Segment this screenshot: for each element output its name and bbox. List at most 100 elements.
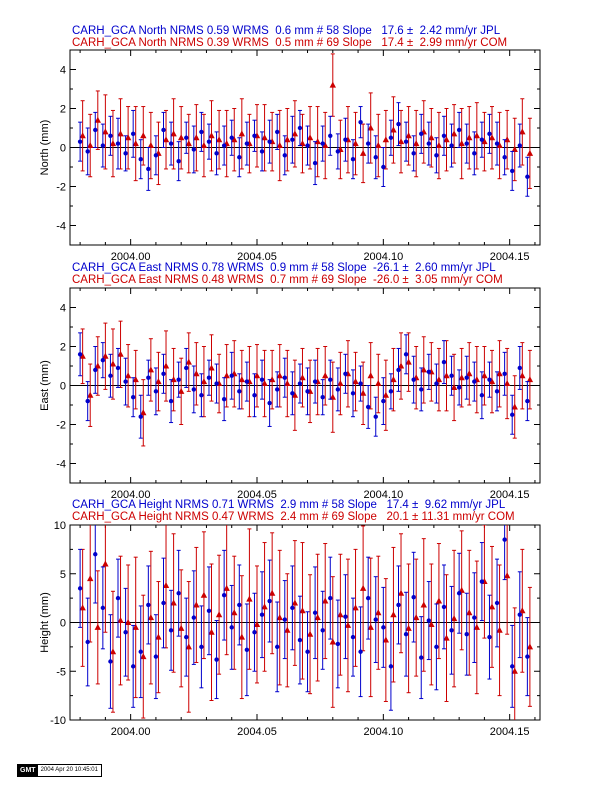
jpl-point	[525, 174, 530, 179]
com-point	[488, 378, 496, 385]
jpl-point	[365, 595, 371, 601]
chart-panel-0: -4 -2 0 2 4 2004.00 2004.05 2004.10 2004.15 North…	[39, 49, 541, 263]
com-point	[306, 134, 314, 141]
com-point	[117, 350, 124, 357]
data-layer	[77, 320, 534, 447]
com-point	[390, 126, 397, 133]
com-point	[200, 142, 208, 149]
com-point	[223, 584, 230, 591]
jpl-point	[206, 608, 212, 613]
com-point	[170, 130, 177, 137]
jpl-point	[252, 630, 257, 635]
jpl-point	[290, 605, 295, 611]
east-header-jpl: CARH_GCA East NRMS 0.78 WRMS 0.9 mm # 58…	[72, 262, 496, 274]
com-point	[140, 653, 147, 660]
com-point	[519, 607, 526, 614]
y-axis-label: Height (mm)	[39, 592, 51, 653]
com-point	[458, 374, 465, 381]
y-tick-label: -10	[50, 715, 66, 727]
com-point	[79, 352, 86, 359]
com-point	[519, 128, 526, 135]
com-point	[337, 611, 344, 618]
jpl-point	[275, 129, 280, 135]
com-point	[367, 124, 374, 131]
com-point	[102, 560, 109, 567]
com-point	[291, 130, 299, 137]
jpl-point	[282, 375, 287, 380]
com-point	[405, 358, 412, 365]
gmt-logo: GMT	[18, 765, 38, 776]
jpl-point	[403, 352, 409, 357]
com-point	[511, 403, 518, 410]
jpl-point	[267, 139, 272, 144]
com-point	[284, 136, 291, 143]
com-point	[443, 634, 450, 641]
jpl-point	[305, 649, 310, 654]
jpl-point	[373, 617, 378, 622]
com-point	[147, 366, 155, 373]
jpl-point	[161, 600, 166, 606]
com-point	[215, 611, 223, 618]
jpl-point	[77, 586, 83, 591]
com-point	[473, 623, 481, 630]
height-header-jpl: CARH_GCA Height NRMS 0.71 WRMS 2.9 mm # …	[72, 499, 506, 511]
jpl-point	[320, 628, 325, 633]
jpl-point	[358, 381, 363, 386]
com-point	[473, 132, 481, 139]
com-point	[276, 614, 283, 621]
com-point	[466, 134, 473, 141]
jpl-point	[221, 143, 227, 148]
com-point	[231, 609, 238, 616]
jpl-point	[206, 139, 212, 144]
com-point	[443, 136, 450, 143]
jpl-point	[479, 137, 485, 142]
jpl-point	[411, 377, 416, 382]
com-point	[155, 378, 162, 385]
jpl-point	[472, 151, 477, 156]
jpl-point	[525, 654, 530, 659]
com-point	[420, 601, 427, 608]
com-point	[526, 376, 534, 383]
jpl-point	[275, 387, 280, 392]
jpl-point	[130, 395, 136, 400]
jpl-point	[487, 131, 492, 137]
jpl-point	[123, 379, 128, 384]
y-tick-label: -4	[56, 221, 66, 233]
jpl-point	[138, 414, 143, 419]
com-point	[443, 372, 450, 379]
jpl-point	[396, 602, 401, 608]
y-tick-label: -2	[56, 182, 66, 194]
jpl-point	[77, 352, 83, 357]
jpl-point	[502, 155, 507, 160]
jpl-point	[487, 634, 492, 640]
com-point	[261, 603, 268, 610]
com-point	[193, 601, 200, 608]
jpl-point	[358, 649, 363, 654]
jpl-point	[267, 598, 272, 604]
com-point	[466, 609, 473, 616]
com-point	[481, 138, 488, 145]
jpl-point	[100, 357, 106, 363]
com-point	[185, 140, 192, 147]
com-point	[458, 140, 465, 147]
jpl-point	[146, 602, 151, 608]
com-point	[352, 378, 359, 385]
jpl-point	[237, 602, 242, 608]
com-point	[359, 584, 367, 591]
jpl-point	[411, 594, 416, 600]
jpl-point	[472, 615, 477, 620]
com-point	[140, 409, 147, 416]
x-tick-label: 2004.00	[111, 251, 151, 263]
jpl-point	[441, 604, 447, 610]
com-point	[94, 116, 101, 123]
jpl-point	[456, 127, 462, 133]
jpl-point	[510, 664, 515, 669]
com-point	[435, 142, 443, 149]
com-point	[405, 132, 412, 139]
jpl-point	[85, 149, 90, 154]
data-layer	[77, 53, 534, 197]
com-point	[511, 667, 518, 674]
jpl-point	[138, 649, 143, 654]
com-point	[155, 633, 162, 640]
jpl-point	[434, 153, 439, 158]
